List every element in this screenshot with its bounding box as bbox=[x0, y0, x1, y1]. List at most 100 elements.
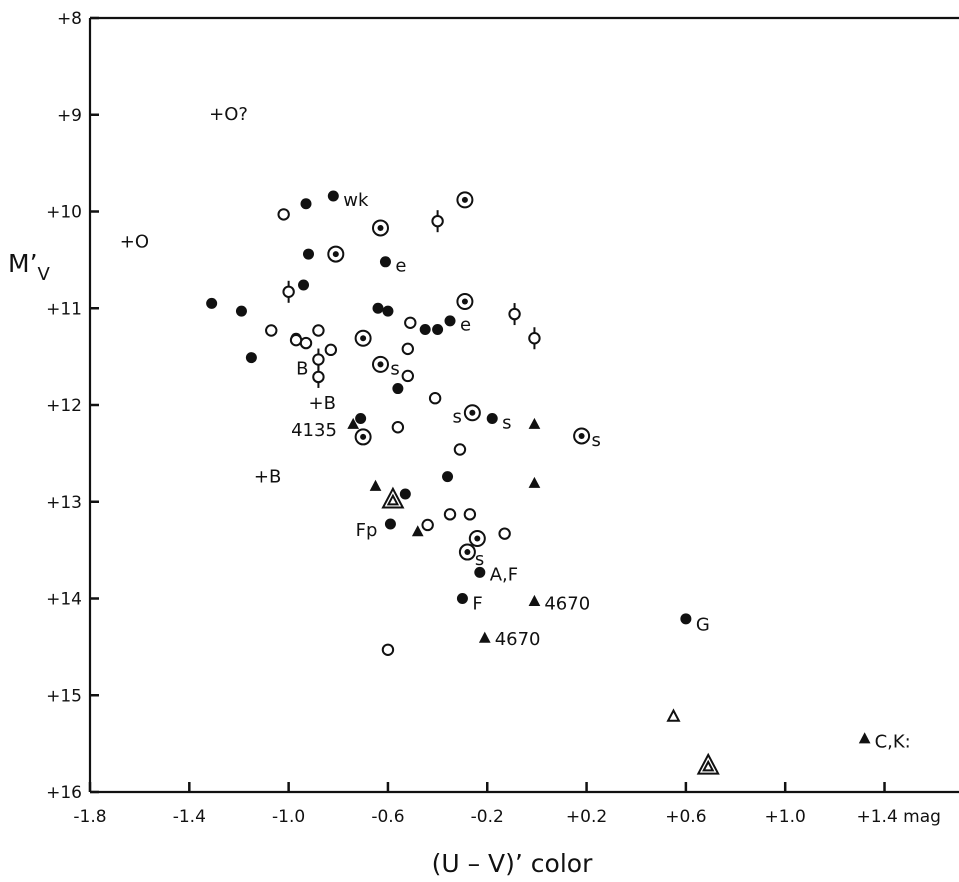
open-circle-marker bbox=[391, 421, 405, 434]
dotted-circle-marker bbox=[354, 329, 372, 347]
open-circle-marker bbox=[421, 518, 434, 532]
x-tick-label: -0.6 bbox=[371, 807, 404, 827]
y-tick-label: +16 bbox=[46, 783, 82, 803]
filled-circle-marker bbox=[372, 302, 384, 314]
filled-circle-marker bbox=[298, 279, 310, 291]
open-circle-marker bbox=[381, 643, 395, 656]
filled-circle-marker bbox=[355, 413, 367, 425]
annotation-label: +B bbox=[308, 393, 335, 414]
x-axis-title: (U – V)’ color bbox=[432, 849, 593, 878]
filled-triangle-marker bbox=[347, 417, 360, 429]
x-tick-label: -1.8 bbox=[73, 807, 106, 827]
annotation-label: +O bbox=[120, 232, 149, 253]
open-circle-bar-marker bbox=[528, 327, 541, 350]
annotation-label: 4135 bbox=[291, 420, 337, 441]
annotation-label: C,K: bbox=[875, 732, 911, 753]
y-tick-label: +15 bbox=[46, 686, 82, 706]
x-tick-label: -1.4 bbox=[173, 807, 206, 827]
filled-triangle-marker bbox=[411, 525, 424, 537]
y-axis-title: M’V bbox=[8, 249, 51, 285]
plot-frame bbox=[88, 16, 959, 794]
annotation-label: 4670 bbox=[544, 593, 590, 614]
open-circle-marker bbox=[453, 443, 467, 456]
dotted-circle-marker bbox=[371, 355, 389, 373]
filled-circle-marker bbox=[327, 190, 339, 202]
x-tick-label: +0.2 bbox=[566, 807, 607, 827]
x-tick-label: +0.6 bbox=[665, 807, 706, 827]
x-tick-label: +1.0 bbox=[765, 807, 806, 827]
filled-triangle-marker bbox=[478, 631, 491, 643]
open-circle-marker bbox=[401, 342, 415, 356]
open-circle-marker bbox=[299, 336, 313, 350]
open-circle-bar-marker bbox=[282, 280, 295, 303]
annotation-label: s bbox=[390, 358, 399, 379]
annotation-label: s bbox=[592, 430, 601, 451]
dotted-circle-marker bbox=[458, 543, 476, 561]
y-tick-label: +14 bbox=[46, 590, 82, 610]
open-circle-marker bbox=[404, 316, 417, 329]
filled-circle-marker bbox=[442, 471, 454, 483]
dotted-circle-marker bbox=[354, 428, 372, 446]
dotted-circle-marker bbox=[456, 292, 474, 310]
x-tick-label: +1.4 mag bbox=[857, 807, 941, 827]
open-circle-marker bbox=[324, 343, 338, 357]
y-tick-label: +12 bbox=[46, 396, 82, 416]
filled-circle-marker bbox=[235, 305, 247, 317]
open-circle-marker bbox=[401, 369, 415, 383]
dotted-circle-marker bbox=[456, 191, 474, 209]
open-circle-bar-marker bbox=[312, 365, 325, 388]
double-triangle-marker bbox=[696, 752, 720, 775]
filled-triangle-marker bbox=[528, 594, 541, 606]
dotted-circle-marker bbox=[371, 219, 389, 237]
dotted-circle-marker bbox=[468, 530, 486, 548]
annotation-label: B bbox=[296, 358, 308, 379]
filled-circle-marker bbox=[680, 613, 692, 625]
x-tick-label: -1.0 bbox=[272, 807, 305, 827]
filled-circle-marker bbox=[444, 315, 456, 327]
open-circle-marker bbox=[277, 208, 290, 221]
open-circle-bar-marker bbox=[431, 210, 444, 233]
y-axis-title-main: M’ bbox=[8, 249, 38, 278]
open-triangle-marker bbox=[666, 708, 681, 722]
data-markers bbox=[206, 190, 871, 775]
annotation-label: s bbox=[452, 407, 461, 428]
x-tick-label: -0.2 bbox=[471, 807, 504, 827]
annotation-label: wk bbox=[343, 190, 369, 211]
annotation-label: A,F bbox=[490, 564, 518, 585]
y-tick-label: +11 bbox=[46, 299, 82, 319]
filled-triangle-marker bbox=[528, 476, 541, 488]
filled-circle-marker bbox=[432, 324, 444, 336]
y-tick-label: +8 bbox=[57, 9, 82, 29]
filled-circle-marker bbox=[399, 488, 411, 500]
filled-circle-marker bbox=[419, 324, 431, 336]
dotted-circle-marker bbox=[327, 245, 345, 263]
filled-circle-marker bbox=[302, 248, 314, 260]
filled-circle-marker bbox=[392, 383, 404, 395]
open-circle-marker bbox=[443, 508, 457, 521]
y-axis-ticks: +8 +9 +10 +11 +12 +13 +14 +15 +16 bbox=[46, 9, 99, 803]
filled-circle-marker bbox=[456, 593, 468, 604]
filled-circle-marker bbox=[379, 256, 391, 268]
dotted-circle-marker bbox=[573, 427, 591, 445]
annotation-label: +B bbox=[254, 467, 281, 488]
annotation-label: 4670 bbox=[495, 629, 541, 650]
open-circle-marker bbox=[428, 392, 442, 405]
filled-triangle-marker bbox=[528, 417, 541, 429]
y-tick-label: +10 bbox=[46, 203, 82, 223]
filled-triangle-marker bbox=[369, 479, 382, 491]
annotation-label: s bbox=[475, 549, 484, 570]
open-circle-marker bbox=[265, 324, 278, 337]
y-tick-label: +9 bbox=[57, 106, 82, 126]
filled-circle-marker bbox=[382, 305, 394, 317]
open-circle-marker bbox=[312, 324, 325, 337]
filled-circle-marker bbox=[486, 413, 498, 425]
open-circle-marker bbox=[289, 333, 303, 347]
annotation-label: F bbox=[472, 593, 482, 614]
open-circle-marker bbox=[463, 508, 477, 521]
filled-circle-marker bbox=[206, 297, 218, 309]
y-axis-title-subscript: V bbox=[38, 264, 51, 285]
open-circle-marker bbox=[498, 527, 511, 540]
filled-circle-marker bbox=[300, 198, 312, 210]
